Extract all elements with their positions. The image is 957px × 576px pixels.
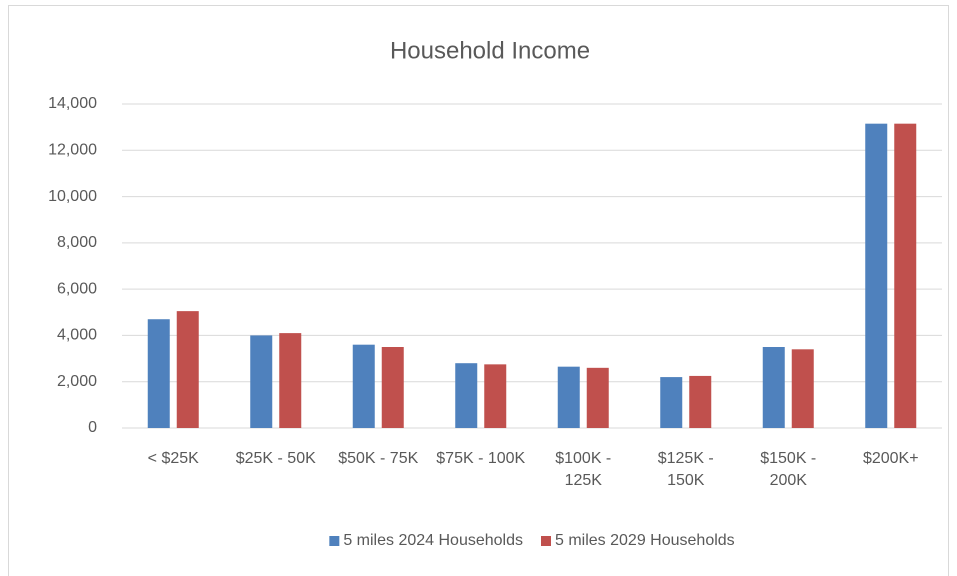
bar: [762, 347, 785, 428]
y-tick-label: 2,000: [57, 373, 97, 390]
chart-title: Household Income: [390, 37, 590, 64]
bar: [586, 367, 609, 428]
y-tick-label: 14,000: [48, 95, 97, 112]
x-tick-label: $150K - 200K: [760, 450, 817, 489]
y-tick-label: 10,000: [48, 188, 97, 205]
x-tick-label: $50K - 75K: [338, 450, 419, 467]
x-tick-label: $25K - 50K: [235, 450, 316, 467]
x-tick-label: < $25K: [147, 450, 199, 467]
bar: [176, 311, 199, 428]
bar: [147, 319, 170, 428]
x-tick-label: $125K - 150K: [657, 450, 714, 489]
bar: [484, 364, 507, 428]
y-tick-label: 8,000: [57, 234, 97, 251]
x-tick-label: $200K+: [862, 450, 919, 467]
bar: [279, 333, 302, 428]
bar: [689, 375, 712, 428]
bar: [250, 335, 273, 428]
bar: [791, 349, 814, 428]
y-tick-label: 4,000: [57, 327, 97, 344]
legend-swatch: [329, 536, 340, 546]
bar: [455, 363, 478, 428]
legend-label: 5 miles 2029 Households: [555, 532, 735, 549]
x-tick-label: $100K - 125K: [555, 450, 612, 489]
legend-label: 5 miles 2024 Households: [343, 532, 523, 549]
x-tick-label: $75K - 100K: [436, 450, 526, 467]
bar: [352, 344, 375, 428]
chart-frame: [8, 5, 949, 576]
bar: [865, 123, 888, 429]
bar: [557, 366, 580, 428]
bar: [381, 347, 404, 428]
y-tick-label: 6,000: [57, 280, 97, 297]
bar: [660, 377, 683, 428]
y-tick-label: 0: [88, 419, 97, 436]
y-tick-label: 12,000: [48, 142, 97, 159]
bar: [894, 123, 917, 429]
legend-swatch: [541, 536, 551, 546]
